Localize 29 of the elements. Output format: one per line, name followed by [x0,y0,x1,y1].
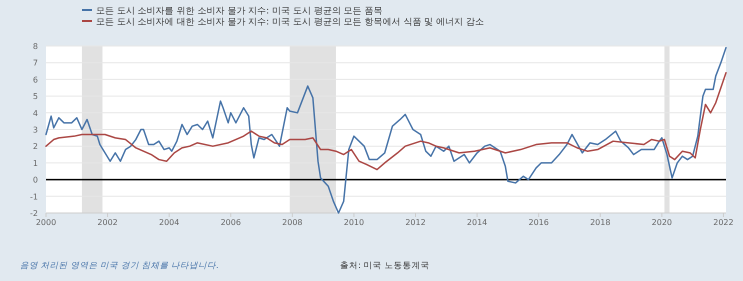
x-tick-label: 2006 [220,218,241,227]
y-tick-label: 7 [32,58,38,68]
legend-label: 모든 도시 소비자에 대한 소비자 물가 지수: 미국 도시 평균의 모든 항목에서 식품 및 에너지 감소 [96,18,484,28]
x-tick-label: 2010 [344,218,364,227]
source-note: 출처: 미국 노동통계국 [340,261,430,271]
y-tick-label: 3 [32,126,38,134]
y-tick-label: -1 [30,192,38,202]
x-tick-label: 2016 [528,218,549,227]
y-tick-label: 4 [32,108,38,118]
y-tick-label: 5 [32,92,38,102]
line-series [45,46,727,214]
legend-label: 모든 도시 소비자를 위한 소비자 물가 지수: 미국 도시 평균의 모든 품목 [96,6,383,16]
x-tick-label: 2012 [405,218,426,227]
x-tick-label: 2002 [97,218,118,227]
y-tick-label: 2 [32,142,38,152]
x-tick-label: 2022 [713,218,734,227]
x-tick-label: 2014 [466,218,488,227]
x-tick-label: 2008 [282,218,303,227]
text: 음영 처리된 영역은 미국 경기 침체를 나타냅니다. [20,261,219,271]
y-tick-label: 8 [32,42,38,51]
y-tick-label: 6 [32,75,38,84]
x-tick-label: 2018 [590,218,610,227]
line-series [45,72,727,170]
x-tick-label: 2004 [158,218,180,227]
y-tick-label: -2 [30,209,38,218]
x-tick-label: 2020 [652,218,672,227]
y-tick-label: 1 [32,158,38,168]
y-tick-label: 0 [32,176,38,185]
x-tick-label: 2000 [36,218,56,227]
